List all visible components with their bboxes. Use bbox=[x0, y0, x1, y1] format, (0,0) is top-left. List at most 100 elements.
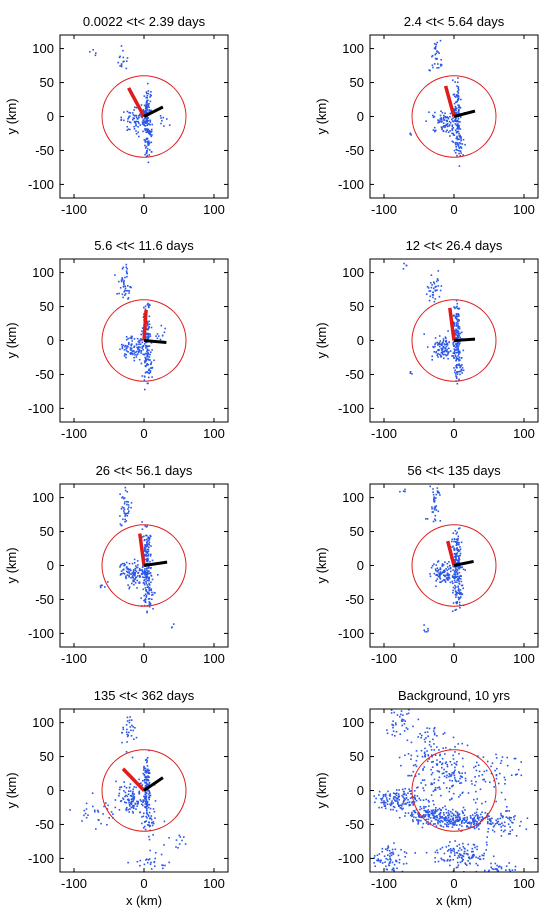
scatter-point bbox=[127, 793, 130, 795]
scatter-point bbox=[456, 124, 459, 127]
scatter-point bbox=[408, 790, 411, 792]
x-tick-label: 0 bbox=[140, 876, 147, 891]
scatter-point bbox=[141, 339, 143, 341]
scatter-point bbox=[410, 754, 413, 757]
scatter-point bbox=[470, 857, 473, 859]
scatter-point bbox=[380, 798, 382, 800]
scatter-point bbox=[146, 100, 148, 103]
scatter-point bbox=[458, 543, 460, 546]
scatter-point bbox=[454, 840, 456, 842]
scatter-point bbox=[461, 364, 463, 366]
scatter-point bbox=[459, 121, 461, 123]
scatter-point bbox=[391, 723, 393, 726]
scatter-point bbox=[138, 116, 140, 119]
scatter-point bbox=[128, 573, 131, 575]
scatter-point bbox=[143, 121, 146, 124]
scatter-point bbox=[144, 122, 147, 124]
scatter-point bbox=[482, 756, 485, 758]
scatter-point bbox=[457, 322, 459, 325]
scatter-point bbox=[148, 132, 150, 135]
scatter-point bbox=[145, 815, 147, 818]
scatter-point bbox=[437, 120, 440, 122]
scatter-point bbox=[147, 548, 150, 551]
panel-3: 5.6 <t< 11.6 days-100 0 100100500-50-100y … bbox=[4, 238, 229, 441]
scatter-point bbox=[379, 861, 382, 863]
scatter-point bbox=[433, 803, 435, 806]
scatter-point bbox=[454, 779, 457, 782]
scatter-point bbox=[460, 580, 463, 583]
scatter-point bbox=[496, 869, 499, 872]
scatter-point bbox=[384, 795, 387, 797]
scatter-point bbox=[409, 774, 411, 777]
scatter-point bbox=[393, 806, 396, 809]
scatter-point bbox=[441, 352, 444, 354]
scatter-point bbox=[454, 112, 456, 114]
scatter-point bbox=[464, 777, 467, 780]
scatter-point bbox=[490, 862, 492, 865]
scatter-point bbox=[435, 350, 438, 353]
scatter-point bbox=[446, 344, 449, 346]
scatter-point bbox=[122, 281, 125, 284]
scatter-point bbox=[146, 118, 148, 121]
scatter-point bbox=[139, 799, 142, 801]
scatter-point bbox=[445, 846, 448, 848]
scatter-point bbox=[128, 811, 130, 813]
scatter-point bbox=[146, 355, 148, 358]
scatter-point bbox=[434, 754, 437, 756]
scatter-point bbox=[120, 343, 123, 346]
scatter-point bbox=[458, 314, 460, 316]
scatter-point bbox=[430, 783, 432, 786]
scatter-point bbox=[119, 65, 121, 67]
scatter-point bbox=[458, 126, 460, 128]
scatter-point bbox=[143, 599, 145, 602]
scatter-point bbox=[433, 778, 436, 781]
scatter-point bbox=[432, 817, 435, 819]
scatter-point bbox=[458, 327, 461, 330]
scatter-point bbox=[442, 116, 445, 119]
scatter-point bbox=[452, 545, 454, 548]
scatter-point bbox=[145, 103, 148, 105]
scatter-point bbox=[133, 352, 136, 354]
scatter-point bbox=[419, 733, 421, 735]
scatter-point bbox=[125, 263, 128, 266]
scatter-point bbox=[436, 570, 439, 572]
black-segment bbox=[143, 776, 164, 792]
scatter-point bbox=[448, 773, 451, 775]
scatter-point bbox=[448, 859, 451, 862]
x-tick-label: 100 bbox=[513, 876, 535, 891]
scatter-point bbox=[146, 321, 149, 324]
scatter-point bbox=[418, 773, 420, 775]
scatter-point bbox=[388, 702, 390, 704]
y-tick-label: 50 bbox=[40, 299, 54, 314]
scatter-point bbox=[126, 566, 128, 568]
scatter-point bbox=[137, 131, 139, 134]
scatter-point bbox=[424, 630, 426, 633]
scatter-point bbox=[150, 141, 153, 144]
scatter-point bbox=[147, 814, 150, 816]
scatter-point bbox=[147, 345, 150, 347]
scatter-point bbox=[425, 810, 427, 812]
scatter-point bbox=[146, 778, 148, 780]
scatter-point bbox=[148, 769, 151, 772]
y-tick-label: -50 bbox=[35, 592, 54, 607]
scatter-point bbox=[120, 800, 123, 802]
scatter-point bbox=[151, 594, 153, 596]
scatter-point bbox=[389, 852, 391, 855]
scatter-point bbox=[453, 762, 456, 764]
scatter-point bbox=[425, 818, 428, 821]
scatter-point bbox=[460, 541, 463, 544]
scatter-point bbox=[145, 590, 148, 592]
scatter-point bbox=[457, 99, 459, 102]
scatter-point bbox=[386, 729, 388, 731]
scatter-point bbox=[400, 710, 403, 712]
scatter-point bbox=[146, 371, 148, 373]
scatter-point bbox=[119, 564, 122, 567]
scatter-point bbox=[460, 357, 463, 359]
black-segment bbox=[143, 560, 168, 567]
scatter-point bbox=[439, 821, 441, 824]
scatter-point bbox=[442, 346, 445, 349]
scatter-point bbox=[451, 125, 453, 128]
scatter-point bbox=[373, 857, 376, 859]
scatter-point bbox=[134, 567, 136, 570]
scatter-point bbox=[454, 746, 456, 748]
